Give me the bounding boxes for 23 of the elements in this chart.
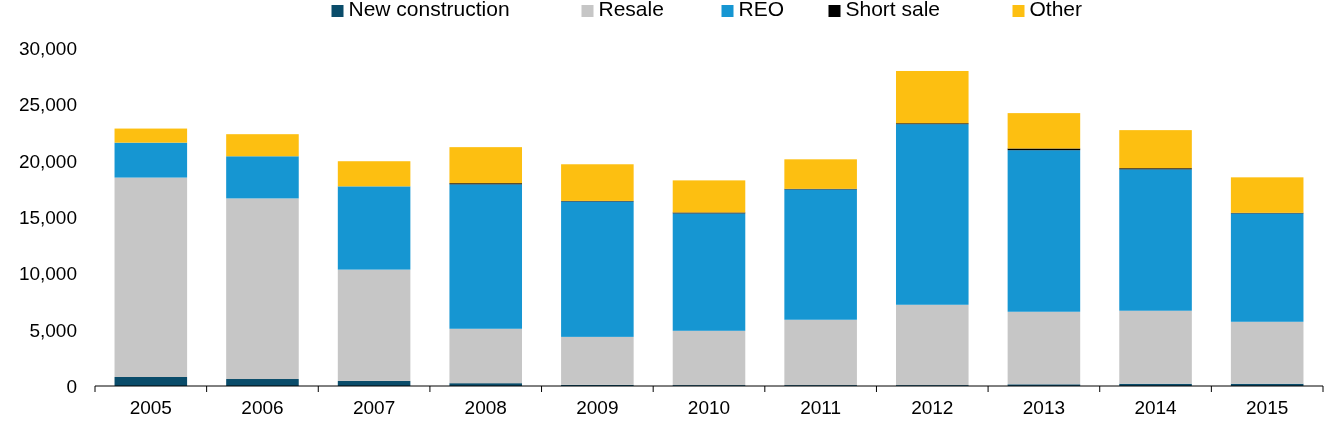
legend-label: REO [738, 0, 785, 20]
x-tick-label: 2014 [1134, 397, 1178, 418]
x-tick-label: 2008 [464, 397, 507, 418]
legend-label: Short sale [845, 0, 941, 20]
x-tick-label: 2012 [911, 397, 954, 418]
x-tick-label: 2005 [129, 397, 172, 418]
x-tick-label: 2010 [687, 397, 731, 418]
x-tick-label: 2009 [576, 397, 619, 418]
x-tick-label: 2011 [800, 397, 842, 418]
y-tick-label: 25,000 [18, 94, 77, 116]
y-tick-label: 10,000 [18, 263, 77, 285]
x-tick-label: 2013 [1022, 397, 1066, 418]
x-tick-label: 2015 [1246, 397, 1289, 418]
y-tick-label: 5,000 [29, 319, 77, 341]
y-tick-label: 15,000 [18, 207, 77, 228]
y-tick-label: 0 [66, 376, 77, 397]
x-tick-label: 2006 [241, 397, 284, 418]
legend-label: Resale [598, 0, 664, 20]
legend-label: Other [1029, 0, 1083, 20]
x-tick-label: 2007 [352, 397, 396, 418]
legend-label: New construction [348, 0, 510, 20]
y-tick-label: 20,000 [18, 150, 77, 172]
y-tick-label: 30,000 [18, 38, 77, 59]
